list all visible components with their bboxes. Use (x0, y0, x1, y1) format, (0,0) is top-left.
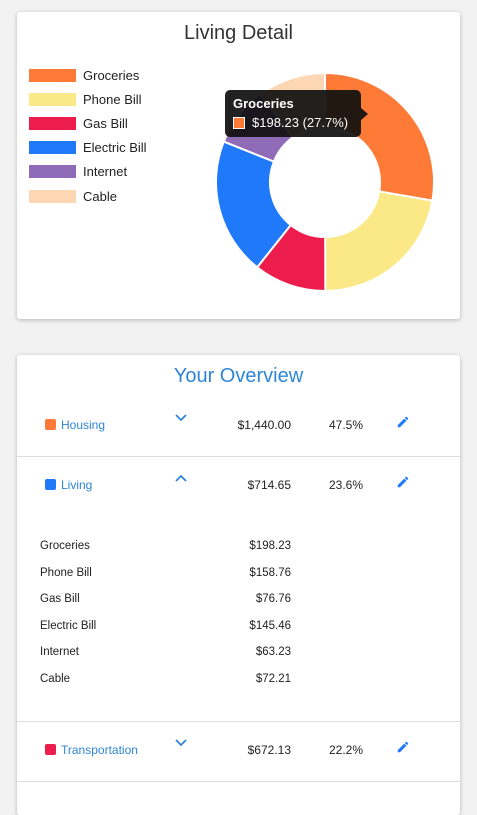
living-detail-card: Living Detail Groceries Phone Bill Gas B… (17, 12, 460, 319)
category-percent: 22.2% (328, 743, 363, 757)
category-row-living[interactable]: Living $714.65 23.6% (17, 458, 460, 518)
legend-label: Electric Bill (83, 140, 147, 156)
category-amount: $672.13 (247, 743, 291, 757)
item-label: Phone Bill (40, 566, 92, 579)
list-item: Phone Bill $158.76 (17, 567, 460, 594)
category-label[interactable]: Housing (61, 418, 106, 432)
item-amount: $72.21 (255, 672, 291, 685)
legend-label: Internet (83, 164, 128, 180)
item-amount: $63.23 (255, 646, 291, 659)
donut-slice-phone-bill[interactable] (324, 190, 434, 293)
item-label: Cable (40, 672, 71, 685)
category-color-swatch (45, 419, 56, 430)
living-items-list: Groceries $198.23 Phone Bill $158.76 Gas B… (17, 540, 460, 700)
category-amount: $714.65 (247, 478, 291, 492)
legend-item[interactable]: Internet (29, 160, 147, 184)
category-label[interactable]: Transportation (61, 743, 138, 757)
row-divider (17, 781, 460, 782)
donut-slice-electric-bill[interactable] (215, 140, 293, 269)
tooltip-value: $198.23 (27.7%) (252, 115, 349, 130)
category-row-transportation[interactable]: Transportation $672.13 22.2% (17, 723, 460, 783)
category-color-swatch (45, 479, 56, 490)
category-amount: $1,440.00 (237, 418, 291, 432)
category-color-swatch (45, 744, 56, 755)
list-item: Internet $63.23 (17, 646, 460, 673)
legend-swatch (29, 92, 76, 106)
item-label: Electric Bill (40, 619, 97, 632)
tooltip-swatch (233, 116, 245, 129)
category-label[interactable]: Living (61, 478, 93, 492)
item-amount: $158.76 (249, 566, 291, 579)
overview-title: Your Overview (173, 365, 304, 387)
chart-legend: Groceries Phone Bill Gas Bill Electric B… (29, 63, 147, 208)
legend-label: Gas Bill (83, 115, 128, 131)
item-amount: $76.76 (255, 593, 291, 606)
chevron-down-icon[interactable] (175, 736, 187, 750)
chart-tooltip: Groceries $198.23 (27.7%) (225, 90, 368, 137)
legend-swatch (29, 116, 76, 130)
row-divider (17, 721, 460, 722)
legend-item[interactable]: Groceries (29, 63, 147, 87)
category-percent: 23.6% (328, 478, 363, 492)
legend-item[interactable]: Cable (29, 184, 147, 208)
item-label: Groceries (40, 540, 90, 552)
tooltip-title: Groceries (233, 96, 294, 111)
living-detail-title: Living Detail (184, 22, 293, 44)
list-item: Gas Bill $76.76 (17, 593, 460, 620)
overview-card: Your Overview Housing $1,440.00 47.5% Li… (17, 355, 460, 815)
item-label: Gas Bill (40, 593, 80, 606)
legend-label: Cable (83, 188, 117, 204)
legend-item[interactable]: Phone Bill (29, 87, 147, 111)
legend-label: Phone Bill (83, 91, 142, 107)
item-label: Internet (40, 646, 79, 659)
legend-item[interactable]: Electric Bill (29, 136, 147, 160)
chevron-down-icon[interactable] (175, 411, 187, 425)
pencil-icon[interactable] (396, 415, 410, 429)
row-divider (17, 456, 460, 457)
legend-swatch (29, 141, 76, 155)
pencil-icon[interactable] (396, 740, 410, 754)
pencil-icon[interactable] (396, 475, 410, 489)
category-row-housing[interactable]: Housing $1,440.00 47.5% (17, 398, 460, 458)
legend-swatch (29, 165, 76, 179)
chevron-up-icon[interactable] (175, 471, 187, 485)
list-item: Groceries $198.23 (17, 540, 460, 567)
list-item: Cable $72.21 (17, 673, 460, 700)
item-amount: $198.23 (249, 540, 291, 552)
legend-item[interactable]: Gas Bill (29, 111, 147, 135)
list-item: Electric Bill $145.46 (17, 620, 460, 647)
legend-label: Groceries (83, 67, 140, 83)
item-amount: $145.46 (249, 619, 291, 632)
legend-swatch (29, 189, 76, 203)
category-percent: 47.5% (328, 418, 363, 432)
legend-swatch (29, 68, 76, 82)
